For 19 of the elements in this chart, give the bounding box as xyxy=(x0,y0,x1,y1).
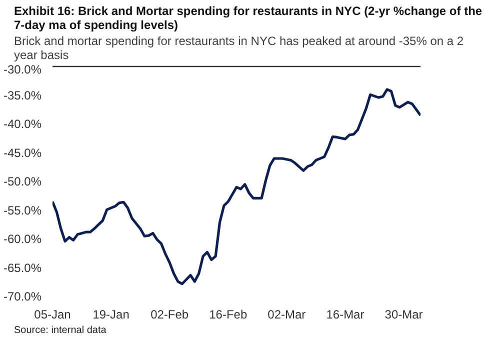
x-tick-label: 16-Feb xyxy=(209,308,248,322)
y-tick-label: -65.0% xyxy=(3,260,42,275)
y-tick-label: -70.0% xyxy=(3,290,42,304)
y-tick-label: -30.0% xyxy=(3,62,42,76)
y-tick-label: -60.0% xyxy=(3,232,42,246)
y-tick-label: -35.0% xyxy=(3,88,42,102)
y-tick-label: -50.0% xyxy=(3,174,42,188)
x-tick-label: 02-Feb xyxy=(150,308,189,322)
source-note: Source: internal data xyxy=(14,324,106,338)
chart-title: Exhibit 16: Brick and Mortar spending for restaurants in NYC (2-yr %change of the 7-day ma of spending levels) xyxy=(14,4,484,32)
y-tick-label: -40.0% xyxy=(3,117,42,131)
x-tick-label: 05-Jan xyxy=(34,308,71,322)
x-tick-label: 16-Mar xyxy=(326,308,364,322)
x-tick-label: 30-Mar xyxy=(384,308,423,322)
chart-subtitle: Brick and mortar spending for restaurants in NYC has peaked at around -35% on a 2 year basis xyxy=(14,34,465,62)
y-tick-label: -45.0% xyxy=(3,146,42,160)
x-tick-label: 02-Mar xyxy=(268,308,306,322)
x-tick-label: 19-Jan xyxy=(92,308,130,322)
y-tick-label: -55.0% xyxy=(3,203,42,218)
